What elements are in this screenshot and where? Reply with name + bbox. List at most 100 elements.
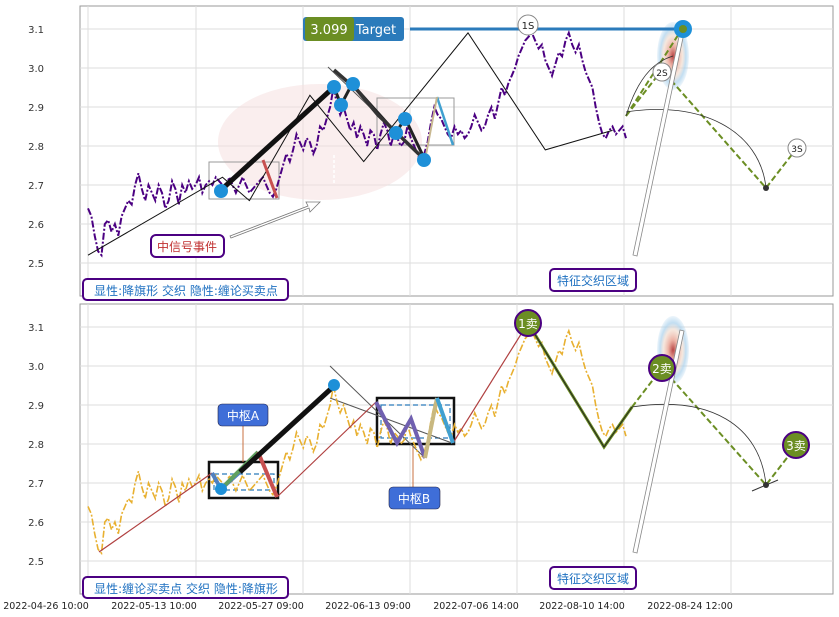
bi-segment <box>87 32 613 256</box>
top-forecast-dash-2 <box>625 68 798 190</box>
top-forecast-arc <box>625 109 767 189</box>
sell-point-1-label: 1卖 <box>518 317 538 331</box>
bottom-thick-leg <box>238 384 336 474</box>
y-tick-label: 2.9 <box>28 401 44 412</box>
top-red-leg <box>261 159 279 199</box>
top-pattern <box>214 20 798 257</box>
price-series <box>87 29 627 258</box>
top-tan-leg <box>424 96 438 161</box>
signal-arrow <box>229 201 321 239</box>
target-value: 3.099 <box>310 23 347 38</box>
top-node <box>214 184 228 198</box>
bottom-footer-label: 显性:缠论买卖点 交织 隐性:降旗形 <box>82 576 289 599</box>
bottom-panel-frame <box>79 303 834 595</box>
zhongshu-b-legs <box>374 401 427 459</box>
top-interweave-text: 特征交织区域 <box>557 273 629 288</box>
bottom-bi-up-1 <box>98 472 213 553</box>
top-forecast-end-dot <box>763 185 769 191</box>
marker-2s-label: 2S <box>656 69 668 79</box>
x-tick-label: 2022-08-24 12:00 <box>647 601 733 612</box>
top-node <box>398 112 412 126</box>
y-tick-label: 3.0 <box>28 64 44 75</box>
y-tick-label: 2.9 <box>28 103 44 114</box>
bottom-pattern <box>98 322 798 554</box>
zhongshu-a-text: 中枢A <box>227 408 260 423</box>
top-forecast-dash <box>625 28 683 117</box>
bottom-interweave-text: 特征交织区域 <box>557 571 629 586</box>
signal-event-text: 中信号事件 <box>157 239 217 254</box>
top-node <box>327 80 341 94</box>
zhongshu-a-label: 中枢A <box>217 403 269 427</box>
x-axis: 2022-04-26 10:00 2022-05-13 10:00 2022-05-… <box>3 601 733 612</box>
bottom-forecast-dash <box>631 366 798 487</box>
bottom-forecast-end-dot <box>763 482 769 488</box>
marker-1s: 1S <box>517 14 539 36</box>
top-footer-label: 显性:降旗形 交织 隐性:缠论买卖点 <box>82 278 289 301</box>
sell-point-1: 1卖 <box>514 309 542 337</box>
target-badge: 3.099 Target <box>303 17 404 41</box>
zhongshu-b-inner <box>380 404 451 439</box>
y-tick-label: 3.1 <box>28 25 44 36</box>
top-node <box>334 98 348 112</box>
top-interweave-label: 特征交织区域 <box>549 268 637 292</box>
bottom-pointer-needle <box>632 329 685 554</box>
y-tick-label: 3.0 <box>28 362 44 373</box>
bottom-footer-text: 显性:缠论买卖点 交织 隐性:降旗形 <box>94 581 278 596</box>
marker-3s: 3S <box>787 138 807 158</box>
sell-point-3-label: 3卖 <box>786 439 806 453</box>
target-dot-inner <box>679 25 687 33</box>
sell-point-3: 3卖 <box>782 431 810 459</box>
y-tick-label: 2.5 <box>28 259 44 270</box>
x-tick-label: 2022-05-13 10:00 <box>111 601 197 612</box>
x-tick-label: 2022-05-27 09:00 <box>218 601 304 612</box>
zhongshu-b-blue <box>435 397 455 444</box>
y-tick-label: 2.6 <box>28 220 44 231</box>
bottom-channel-line <box>329 365 426 459</box>
top-wave-2 <box>332 68 427 162</box>
top-forecast-arc-2 <box>625 55 674 117</box>
x-tick-label: 2022-07-06 14:00 <box>433 601 519 612</box>
bottom-bi-up-3 <box>452 322 529 444</box>
x-tick-label: 2022-04-26 10:00 <box>3 601 89 612</box>
y-tick-label: 2.5 <box>28 557 44 568</box>
top-price-line <box>87 29 627 258</box>
y-tick-label: 2.8 <box>28 142 44 153</box>
top-bi-segments <box>87 32 613 256</box>
top-node <box>346 77 360 91</box>
bottom-node <box>215 483 227 495</box>
zhongshu-b-tan <box>423 397 439 459</box>
top-node <box>417 153 431 167</box>
zhongshu-b-box <box>375 396 456 446</box>
zhongshu-a-inner <box>213 473 275 491</box>
zhongshu-b-text: 中枢B <box>398 491 430 506</box>
x-tick-label: 2022-06-13 09:00 <box>325 601 411 612</box>
bottom-channel-line-2 <box>329 397 453 444</box>
top-footer-text: 显性:降旗形 交织 隐性:缠论买卖点 <box>94 283 278 298</box>
marker-1s-label: 1S <box>522 21 535 32</box>
bottom-bi-down-core <box>527 322 633 448</box>
top-blue-leg <box>435 96 455 146</box>
y-tick-label: 2.6 <box>28 518 44 529</box>
top-y-axis: 2.5 2.6 2.7 2.8 2.9 3.0 3.1 <box>28 25 44 270</box>
target-label: Target <box>355 23 396 38</box>
y-tick-label: 2.8 <box>28 440 44 451</box>
bottom-node <box>328 379 340 391</box>
y-tick-label: 3.1 <box>28 323 44 334</box>
bottom-bi-up-2 <box>276 401 377 498</box>
x-tick-label: 2022-08-10 14:00 <box>539 601 625 612</box>
zhongshu-b-label: 中枢B <box>388 486 441 510</box>
y-tick-label: 2.7 <box>28 479 44 490</box>
bottom-interweave-label: 特征交织区域 <box>549 566 637 590</box>
bottom-y-axis: 2.5 2.6 2.7 2.8 2.9 3.0 3.1 <box>28 323 44 568</box>
signal-zone-ellipse <box>218 84 422 200</box>
bottom-gridlines <box>80 304 833 594</box>
marker-3s-label: 3S <box>791 145 803 155</box>
zhongshu-a-red <box>256 451 279 498</box>
top-thick-leg <box>219 85 336 192</box>
sell-point-2: 2卖 <box>648 354 676 382</box>
bottom-forecast-arc <box>631 404 767 486</box>
sell-point-2-label: 2卖 <box>652 362 672 376</box>
signal-event-label: 中信号事件 <box>150 234 225 258</box>
marker-2s: 2S <box>652 62 672 82</box>
